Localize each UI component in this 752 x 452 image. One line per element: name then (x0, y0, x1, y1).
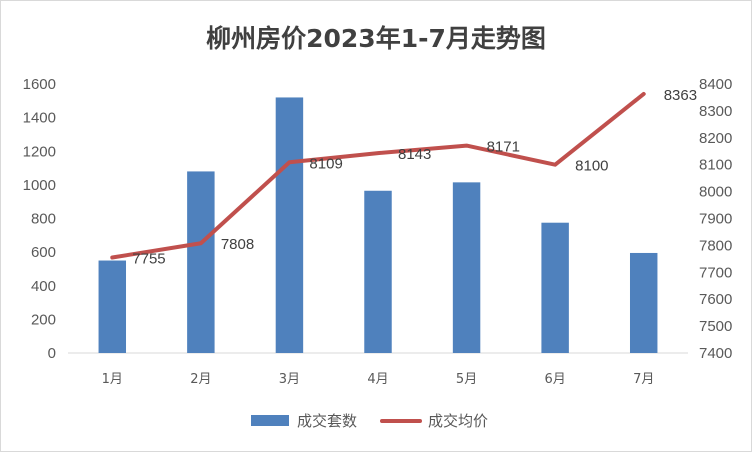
line-data-label: 8143 (398, 146, 431, 163)
line-series (110, 91, 646, 260)
y-right-tick-label: 7400 (699, 345, 732, 362)
legend-bar-swatch (251, 415, 289, 426)
y-right-tick-label: 7900 (699, 211, 732, 228)
line-data-label: 8100 (575, 158, 608, 175)
bar (98, 260, 127, 353)
y-right-tick-label: 8000 (699, 184, 732, 201)
line-data-label: 7808 (221, 236, 254, 253)
legend-line-label: 成交均价 (428, 412, 488, 430)
x-tick-label: 6月 (545, 372, 566, 387)
chart-title: 柳州房价2023年1-7月走势图 (206, 24, 546, 53)
y-right-tick-label: 8300 (699, 103, 732, 120)
x-tick-label: 3月 (279, 372, 300, 387)
bar (187, 171, 215, 353)
x-tick-label: 7月 (633, 372, 654, 387)
y-left-tick-label: 1000 (23, 177, 56, 194)
x-tick-label: 2月 (190, 372, 211, 387)
y-left-tick-label: 800 (31, 211, 56, 228)
bar (629, 252, 658, 353)
y-left-tick-label: 400 (31, 278, 56, 295)
y-right-tick-label: 7500 (699, 318, 732, 335)
line-data-label: 8363 (664, 87, 697, 104)
y-right-tick-label: 7700 (699, 264, 732, 281)
x-tick-label: 4月 (367, 372, 388, 387)
y-right-tick-label: 7600 (699, 291, 732, 308)
y-left-tick-label: 1200 (23, 143, 56, 160)
bar (541, 222, 569, 353)
line-data-label: 8171 (487, 139, 520, 156)
x-tick-label: 5月 (456, 372, 477, 387)
legend-bar-label: 成交套数 (297, 412, 357, 430)
y-left-tick-label: 200 (31, 311, 56, 328)
bar (275, 97, 304, 353)
y-right-tick-label: 8400 (699, 76, 732, 93)
y-left-tick-label: 0 (48, 345, 56, 362)
y-right-tick-label: 8200 (699, 130, 732, 147)
y-right-tick-label: 7800 (699, 237, 732, 254)
bar (364, 190, 392, 353)
y-left-tick-label: 600 (31, 244, 56, 261)
line-data-label: 8109 (309, 155, 342, 172)
y-right-tick-label: 8100 (699, 157, 732, 174)
y-left-tick-label: 1600 (23, 76, 56, 93)
bar (452, 182, 481, 353)
line-data-label: 7755 (132, 251, 165, 268)
y-left-tick-label: 1400 (23, 110, 56, 127)
x-tick-label: 1月 (102, 372, 123, 387)
